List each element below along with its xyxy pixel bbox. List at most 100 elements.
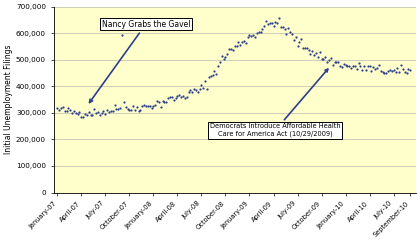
Point — [196, 87, 203, 91]
Point — [399, 68, 406, 71]
Point — [239, 41, 245, 45]
Point — [93, 111, 100, 115]
Point — [261, 24, 268, 28]
Point — [54, 106, 60, 110]
Point — [165, 97, 171, 100]
Point — [281, 27, 288, 31]
Point — [352, 64, 358, 68]
Point — [111, 104, 118, 107]
Point — [254, 31, 260, 35]
Point — [265, 23, 271, 26]
Point — [385, 69, 391, 73]
Point — [143, 104, 150, 107]
Point — [118, 33, 125, 37]
Point — [357, 64, 364, 68]
Point — [322, 55, 328, 59]
Point — [185, 90, 192, 94]
Point — [78, 115, 85, 119]
Point — [71, 109, 77, 113]
Point — [296, 40, 303, 44]
Point — [121, 100, 127, 104]
Point — [303, 46, 310, 50]
Point — [87, 113, 94, 116]
Point — [326, 58, 332, 62]
Point — [137, 108, 144, 112]
Point — [65, 106, 72, 109]
Point — [63, 109, 70, 113]
Point — [155, 100, 162, 104]
Point — [146, 104, 153, 108]
Point — [176, 93, 183, 97]
Point — [283, 32, 290, 36]
Point — [213, 72, 220, 76]
Point — [349, 64, 356, 68]
Point — [370, 65, 377, 69]
Point — [305, 48, 312, 52]
Point — [252, 35, 258, 39]
Point — [60, 105, 66, 109]
Point — [263, 19, 270, 23]
Point — [91, 107, 97, 111]
Point — [85, 110, 92, 114]
Point — [353, 67, 360, 71]
Point — [257, 30, 264, 34]
Point — [355, 61, 362, 65]
Point — [294, 44, 301, 48]
Point — [113, 107, 120, 111]
Point — [56, 108, 63, 112]
Point — [272, 20, 279, 24]
Point — [122, 105, 129, 109]
Point — [158, 105, 164, 108]
Point — [154, 99, 160, 103]
Point — [316, 50, 323, 54]
Point — [215, 64, 221, 68]
Point — [207, 75, 214, 78]
Point — [81, 112, 88, 116]
Point — [362, 68, 369, 72]
Text: Nancy Grabs the Gavel: Nancy Grabs the Gavel — [89, 20, 190, 102]
Point — [331, 60, 338, 64]
Point — [311, 53, 318, 57]
Point — [250, 33, 257, 37]
Point — [204, 87, 210, 91]
Point — [244, 35, 251, 38]
Point — [337, 65, 344, 68]
Point — [98, 111, 105, 115]
Point — [94, 110, 101, 114]
Point — [178, 96, 184, 99]
Point — [312, 51, 319, 54]
Point — [287, 30, 294, 34]
Point — [167, 95, 173, 99]
Point — [274, 21, 281, 25]
Point — [189, 91, 196, 94]
Point — [150, 105, 157, 108]
Point — [231, 44, 238, 48]
Point — [100, 109, 107, 113]
Point — [171, 98, 177, 102]
Point — [365, 64, 371, 68]
Point — [102, 112, 109, 116]
Point — [291, 38, 297, 42]
Point — [329, 63, 336, 67]
Point — [61, 109, 68, 113]
Point — [407, 68, 414, 72]
Point — [72, 111, 79, 115]
Point — [220, 57, 227, 60]
Point — [194, 90, 201, 94]
Point — [124, 107, 131, 111]
Point — [152, 103, 159, 107]
Point — [372, 67, 378, 70]
Point — [80, 115, 87, 119]
Point — [392, 70, 399, 74]
Point — [202, 79, 208, 83]
Point — [187, 88, 194, 92]
Point — [217, 60, 223, 64]
Point — [135, 109, 142, 113]
Point — [67, 108, 74, 112]
Point — [97, 113, 103, 117]
Point — [163, 100, 170, 104]
Point — [359, 68, 365, 72]
Point — [405, 67, 412, 71]
Point — [368, 69, 375, 73]
Point — [241, 39, 247, 43]
